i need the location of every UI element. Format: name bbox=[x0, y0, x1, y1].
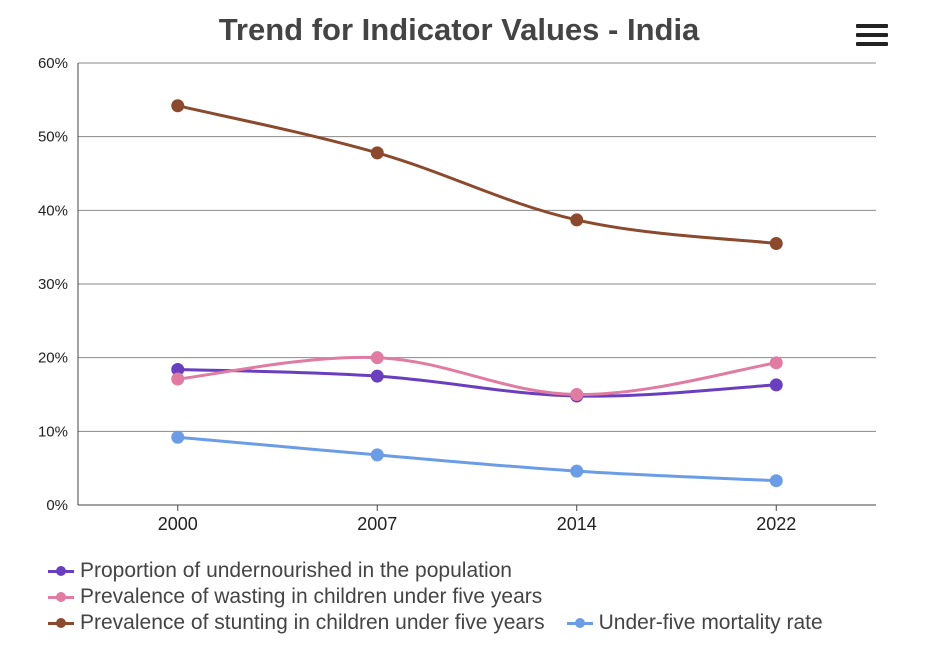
data-point-prevalence-of-wasting-in-children-under-five-years bbox=[171, 372, 185, 386]
legend-label: Prevalence of stunting in children under… bbox=[80, 611, 545, 634]
series-line-under-five-mortality-rate bbox=[177, 435, 777, 483]
data-point-prevalence-of-wasting-in-children-under-five-years bbox=[370, 351, 384, 365]
series-line-proportion-of-undernourished-in-the-population bbox=[177, 367, 777, 398]
data-point-prevalence-of-stunting-in-children-under-five-years bbox=[171, 99, 185, 113]
series-line-prevalence-of-wasting-in-children-under-five-years bbox=[177, 355, 777, 397]
legend-label: Prevalence of wasting in children under … bbox=[80, 585, 543, 608]
data-point-prevalence-of-wasting-in-children-under-five-years bbox=[769, 356, 783, 370]
x-tick-label: 2000 bbox=[158, 514, 198, 534]
legend-label: Under-five mortality rate bbox=[598, 611, 823, 634]
legend-swatch-icon bbox=[48, 617, 74, 629]
y-tick-label: 0% bbox=[46, 497, 68, 514]
y-tick-label: 60% bbox=[38, 55, 68, 72]
data-point-proportion-of-undernourished-in-the-population bbox=[769, 378, 783, 392]
legend-swatch-icon bbox=[566, 617, 593, 629]
y-tick-label: 40% bbox=[38, 202, 68, 219]
legend-swatch-icon bbox=[48, 565, 74, 577]
chart-legend: Proportion of undernourished in the popu… bbox=[48, 558, 908, 636]
legend-row: Prevalence of stunting in children under… bbox=[48, 610, 908, 636]
legend-row: Prevalence of wasting in children under … bbox=[48, 584, 908, 610]
y-tick-label: 30% bbox=[38, 276, 68, 293]
data-point-proportion-of-undernourished-in-the-population bbox=[370, 369, 384, 383]
y-tick-label: 50% bbox=[38, 129, 68, 146]
y-tick-label: 20% bbox=[38, 350, 68, 367]
data-point-prevalence-of-stunting-in-children-under-five-years bbox=[370, 146, 384, 160]
data-point-under-five-mortality-rate bbox=[171, 430, 185, 444]
x-tick-label: 2022 bbox=[756, 514, 796, 534]
data-point-prevalence-of-stunting-in-children-under-five-years bbox=[570, 213, 584, 227]
legend-row: Proportion of undernourished in the popu… bbox=[48, 558, 908, 584]
legend-item-proportion-of-undernourished-in-the-population[interactable]: Proportion of undernourished in the popu… bbox=[48, 559, 512, 583]
y-tick-label: 10% bbox=[38, 423, 68, 440]
data-point-under-five-mortality-rate bbox=[370, 448, 384, 462]
hamburger-menu-icon[interactable] bbox=[856, 24, 888, 50]
legend-item-prevalence-of-wasting-in-children-under-five-years[interactable]: Prevalence of wasting in children under … bbox=[48, 585, 542, 609]
data-point-under-five-mortality-rate bbox=[570, 464, 584, 478]
series-line-prevalence-of-stunting-in-children-under-five-years bbox=[177, 104, 777, 245]
data-point-proportion-of-undernourished-in-the-population bbox=[171, 362, 185, 376]
legend-item-prevalence-of-stunting-in-children-under-five-years[interactable]: Prevalence of stunting in children under… bbox=[48, 611, 545, 635]
data-point-under-five-mortality-rate bbox=[769, 474, 783, 488]
x-tick-label: 2007 bbox=[357, 514, 397, 534]
data-point-prevalence-of-wasting-in-children-under-five-years bbox=[570, 388, 584, 401]
x-tick-label: 2014 bbox=[557, 514, 597, 534]
data-point-prevalence-of-stunting-in-children-under-five-years bbox=[769, 236, 783, 250]
legend-swatch-icon bbox=[48, 591, 74, 603]
legend-item-under-five-mortality-rate[interactable]: Under-five mortality rate bbox=[566, 611, 823, 635]
legend-label: Proportion of undernourished in the popu… bbox=[80, 559, 512, 582]
chart-title: Trend for Indicator Values - India bbox=[218, 12, 700, 47]
